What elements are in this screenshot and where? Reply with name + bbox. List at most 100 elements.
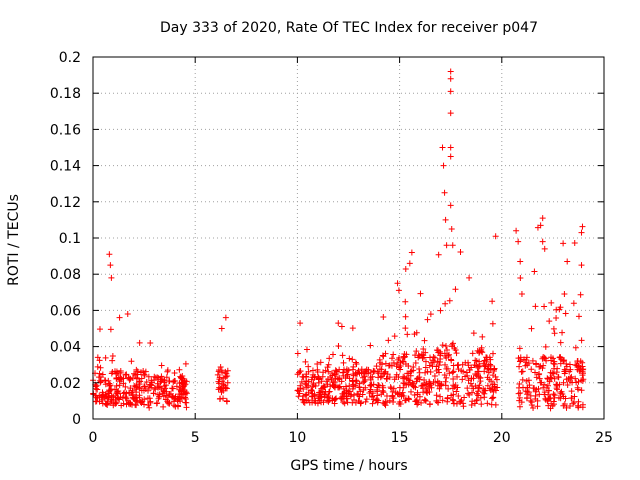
data-point [544,398,551,405]
data-point [434,382,441,389]
data-point [172,403,179,410]
data-point [93,382,100,389]
data-point [370,368,377,375]
data-point [445,352,452,359]
data-point [327,374,334,381]
data-point [422,397,429,404]
data-point [484,366,491,373]
data-point [449,340,456,347]
data-point [478,401,485,408]
data-point [421,376,428,383]
data-point [531,268,538,275]
data-point [145,387,152,394]
data-point [156,391,163,398]
data-point [422,364,429,371]
data-point [489,381,496,388]
y-tick-label: 0 [72,412,81,428]
data-point [578,337,585,344]
data-point [459,376,466,383]
data-point [386,397,393,404]
data-point [216,366,223,373]
data-point [447,202,454,209]
data-point [141,371,148,378]
data-point [578,387,585,394]
data-point [96,370,103,377]
data-point [574,384,581,391]
data-point [314,400,321,407]
data-point [417,290,424,297]
data-point [517,274,524,281]
data-point [550,391,557,398]
data-point [337,395,344,402]
data-point [297,368,304,375]
data-point [143,379,150,386]
data-point [489,320,496,327]
data-point [541,389,548,396]
data-point [539,238,546,245]
data-point [397,366,404,373]
data-point [369,390,376,397]
data-point [115,387,122,394]
data-point [443,365,450,372]
data-point [123,371,130,378]
data-point [541,245,548,252]
data-point [402,265,409,272]
data-point [183,404,190,411]
data-point [339,393,346,400]
y-tick-label: 0.2 [59,50,81,66]
data-point [339,352,346,359]
data-point [330,351,337,358]
data-point [141,383,148,390]
data-point [298,378,305,385]
data-point [424,368,431,375]
data-point [335,320,342,327]
data-point [571,399,578,406]
data-point [536,375,543,382]
data-point [107,262,114,269]
y-tick-label: 0.06 [50,303,81,319]
data-point [433,392,440,399]
data-point [374,399,381,406]
data-point [170,385,177,392]
data-point [473,362,480,369]
data-point [220,375,227,382]
data-point [403,375,410,382]
data-point [386,374,393,381]
data-point [394,361,401,368]
data-point [529,357,536,364]
data-point [362,398,369,405]
data-point [306,399,313,406]
data-point [340,366,347,373]
data-point [166,390,173,397]
data-point [159,390,166,397]
data-point [519,376,526,383]
data-point [336,384,343,391]
data-point [173,383,180,390]
data-point [537,222,544,229]
data-point [129,387,136,394]
data-point [390,385,397,392]
data-point [489,298,496,305]
data-point [559,329,566,336]
data-point [401,354,408,361]
data-point [543,384,550,391]
data-point [396,400,403,407]
data-point [465,377,472,384]
data-point [404,331,411,338]
data-point [182,381,189,388]
data-point [532,369,539,376]
data-point [535,385,542,392]
data-point [367,382,374,389]
data-point [476,382,483,389]
data-point [138,369,145,376]
data-point [395,356,402,363]
data-point [550,325,557,332]
data-point [182,360,189,367]
data-point [367,342,374,349]
data-point [449,369,456,376]
data-point [413,375,420,382]
data-point [113,400,120,407]
data-point [418,351,425,358]
data-point [297,382,304,389]
data-point [331,396,338,403]
